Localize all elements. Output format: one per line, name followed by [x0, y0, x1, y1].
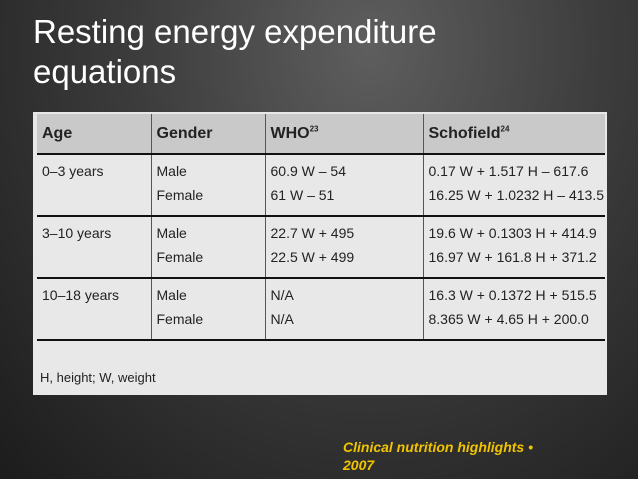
header-schofield: Schofield24	[423, 114, 605, 155]
table-row: 3–10 years Male Female 22.7 W + 495 22.5 W…	[37, 216, 605, 278]
table-header-row: Age Gender WHO23 Schofield24	[37, 114, 605, 155]
schofield-cell: 16.3 W + 0.1372 H + 515.5 8.365 W + 4.65 …	[428, 287, 597, 327]
age-cell: 10–18 years	[37, 278, 152, 340]
table-footnote: H, height; W, weight	[40, 370, 156, 385]
slide-title: Resting energy expenditure equations	[33, 12, 437, 92]
table-row: 10–18 years Male Female N/A N/A 16.3 W + 0…	[37, 278, 605, 340]
header-who: WHO23	[265, 114, 424, 155]
ree-equations-table-panel: Age Gender WHO23 Schofield24 0–3 years M…	[33, 112, 607, 395]
who-reference: 23	[309, 124, 319, 134]
ree-equations-table: Age Gender WHO23 Schofield24 0–3 years M…	[37, 114, 605, 341]
age-cell: 3–10 years	[37, 216, 152, 278]
source-attribution: Clinical nutrition highlights • 2007	[343, 438, 603, 474]
gender-cell: Male Female	[151, 154, 266, 216]
age-cell: 0–3 years	[37, 154, 152, 216]
schofield-cell: 19.6 W + 0.1303 H + 414.9 16.97 W + 161.8…	[428, 225, 597, 265]
who-cell: 22.7 W + 495 22.5 W + 499	[265, 216, 424, 278]
attribution-line-2: 2007	[343, 457, 375, 473]
header-age: Age	[37, 114, 152, 155]
slide-title-line-1: Resting energy expenditure	[33, 13, 437, 50]
who-cell: N/A N/A	[265, 278, 424, 340]
table-row: 0–3 years Male Female 60.9 W – 54 61 W – 5…	[37, 154, 605, 216]
header-gender: Gender	[151, 114, 266, 155]
gender-cell: Male Female	[151, 216, 266, 278]
attribution-line-1: Clinical nutrition highlights •	[343, 439, 533, 455]
gender-cell: Male Female	[151, 278, 266, 340]
who-cell: 60.9 W – 54 61 W – 51	[265, 154, 424, 216]
schofield-cell: 0.17 W + 1.517 H – 617.6 16.25 W + 1.0232…	[428, 163, 605, 203]
schofield-reference: 24	[500, 124, 510, 134]
slide-title-line-2: equations	[33, 53, 177, 90]
